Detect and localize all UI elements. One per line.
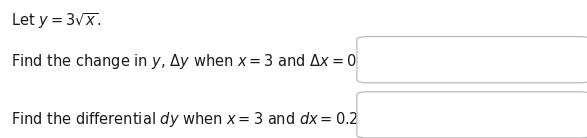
FancyBboxPatch shape [357, 92, 587, 138]
Text: Find the change in $y$, $\Delta y$ when $x = 3$ and $\Delta x = 0.2$: Find the change in $y$, $\Delta y$ when … [11, 52, 369, 71]
Text: Find the differential $dy$ when $x = 3$ and $dx = 0.2$: Find the differential $dy$ when $x = 3$ … [11, 110, 357, 129]
Text: Let $y = 3\sqrt{x}.$: Let $y = 3\sqrt{x}.$ [11, 11, 101, 31]
FancyBboxPatch shape [357, 37, 587, 83]
